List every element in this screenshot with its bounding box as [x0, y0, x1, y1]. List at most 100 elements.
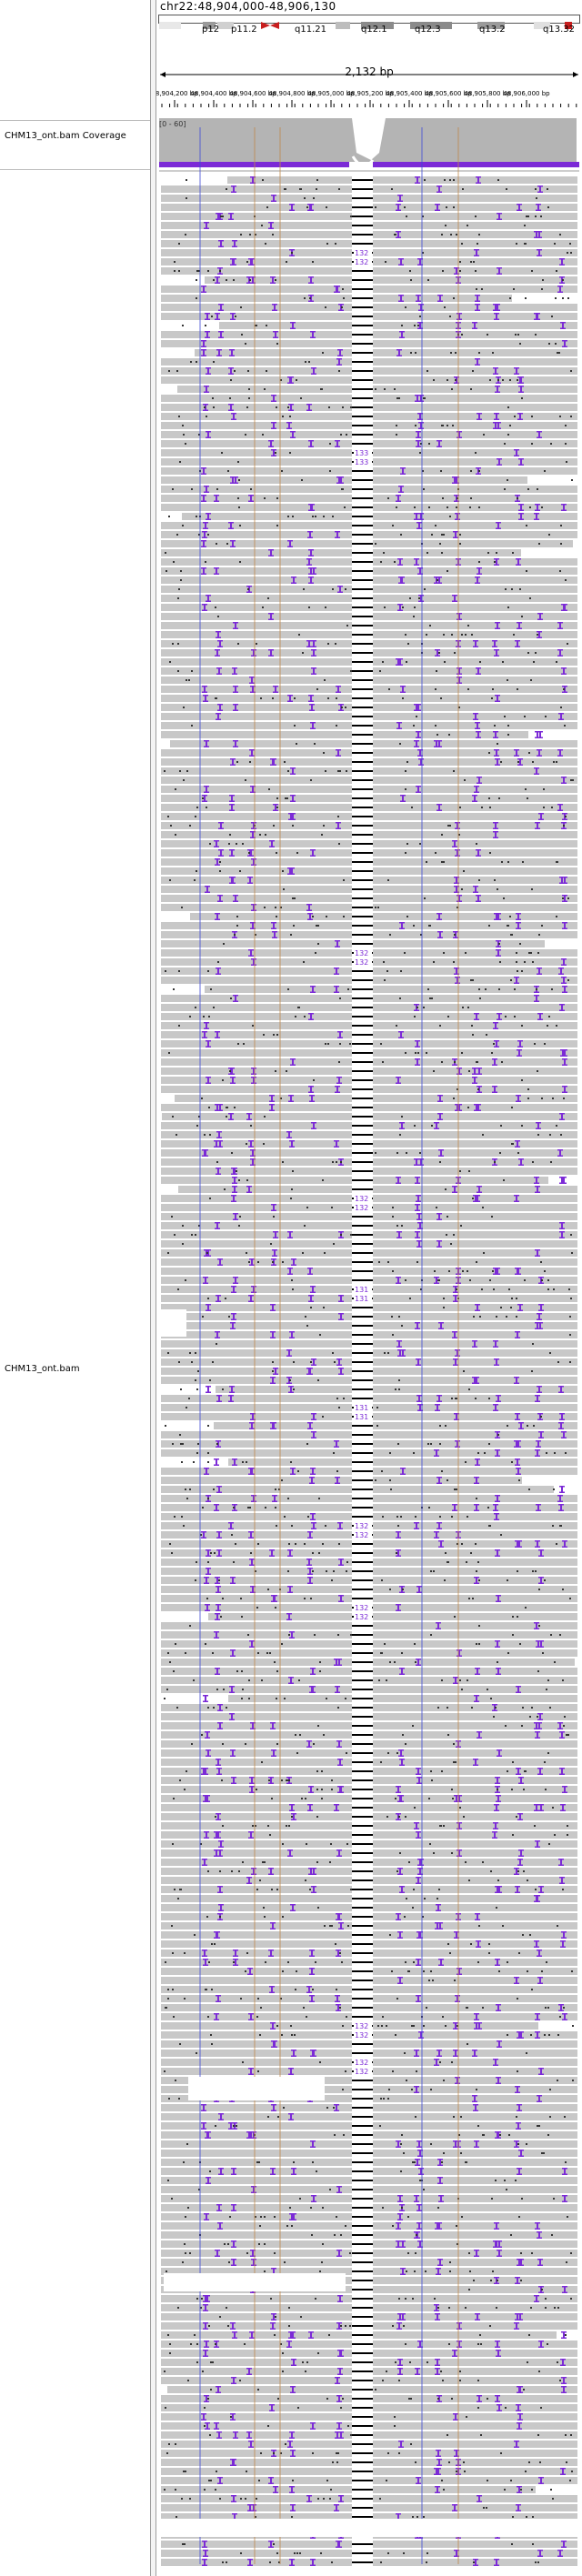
read-segment [161, 2004, 352, 2011]
insertion-cap [436, 1246, 442, 1248]
mismatch-dot [382, 1516, 384, 1518]
coverage-track-name[interactable]: CHM13_ont.bam Coverage [5, 131, 126, 141]
insertion-mark [397, 1177, 399, 1184]
insertion-mark [420, 304, 422, 311]
mismatch-dot [522, 1934, 524, 1936]
insertion-cap [516, 1691, 521, 1693]
insertion-cap [416, 1246, 422, 1248]
insertion-mark [253, 1868, 255, 1875]
insertion-mark [231, 1686, 233, 1693]
insertion-cap [286, 427, 292, 429]
mismatch-dot [387, 1261, 389, 1263]
mismatch-dot [276, 525, 278, 526]
mismatch-dot [269, 1834, 271, 1836]
deletion-line [352, 979, 373, 981]
mismatch-dot [450, 352, 452, 354]
read-segment [373, 1040, 577, 1047]
insertion-cap [452, 482, 457, 484]
insertion-cap [308, 295, 314, 296]
insertion-cap [537, 249, 542, 251]
panel-divider[interactable] [150, 0, 156, 2576]
mismatch-dot [427, 279, 429, 281]
mismatch-dot [442, 270, 444, 272]
mismatch-dot [266, 206, 268, 208]
mismatch-dot [456, 1488, 457, 1490]
mismatch-dot [307, 1516, 309, 1518]
insertion-cap [289, 1809, 295, 1811]
mismatch-dot [264, 1916, 266, 1918]
mismatch-dot [168, 370, 170, 372]
deletion-line [352, 1543, 373, 1545]
insertion-cap [474, 1482, 479, 1484]
insertion-mark [270, 649, 272, 657]
mismatch-dot [198, 1116, 200, 1118]
insertion-mark [216, 567, 217, 575]
mismatch-dot [319, 1661, 321, 1663]
read-segment [161, 1495, 352, 1502]
mismatch-dot [475, 270, 477, 272]
alignment-area[interactable]: 1321321331331321321321321311311311311321… [156, 0, 582, 2576]
insertion-cap [397, 1931, 403, 1933]
read-segment [161, 658, 352, 666]
insertion-cap [310, 1468, 316, 1469]
insertion-cap [415, 1064, 420, 1066]
read-segment [373, 1613, 577, 1620]
deletion-line [352, 634, 373, 636]
deletion-line [352, 216, 373, 217]
insertion-cap [215, 1337, 220, 1338]
insertion-mark [561, 1877, 563, 1884]
insertion-mark [252, 831, 254, 838]
insertion-cap [453, 937, 458, 938]
mismatch-dot [234, 1107, 236, 1108]
insertion-cap [475, 722, 480, 724]
insertion-mark [289, 376, 291, 384]
mismatch-dot [527, 1879, 528, 1881]
insertion-mark [517, 1140, 518, 1148]
read-segment [373, 476, 527, 484]
insertion-cap [215, 1619, 220, 1620]
mismatch-dot [402, 697, 404, 699]
insertion-cap [232, 1191, 237, 1193]
mismatch-dot [292, 1170, 294, 1172]
mismatch-dot [547, 1288, 549, 1290]
insertion-mark [207, 1077, 209, 1084]
mismatch-dot [430, 1443, 432, 1445]
mismatch-dot [431, 534, 433, 536]
insertion-mark [338, 1077, 340, 1084]
insertion-mark [495, 1822, 497, 1829]
read-segment [161, 1358, 352, 1366]
insertion-mark [417, 295, 419, 302]
insertion-cap [398, 1037, 404, 1038]
mismatch-dot [441, 834, 443, 836]
insertion-cap [497, 213, 502, 215]
insertion-cap [307, 913, 313, 915]
deletion-line [352, 197, 373, 199]
insertion-cap [272, 1249, 277, 1251]
insertion-cap [288, 1677, 294, 1679]
insertion-cap [272, 304, 277, 306]
mismatch-dot [432, 1980, 434, 1981]
read-row [161, 1313, 577, 1320]
insertion-cap [306, 646, 312, 647]
mismatch-dot [240, 1998, 242, 2000]
mismatch-dot [528, 752, 530, 754]
insertion-cap [206, 1249, 211, 1251]
mismatch-dot [556, 761, 557, 763]
alignment-track-name[interactable]: CHM13_ont.bam [5, 1364, 80, 1374]
read-segment [373, 1422, 577, 1429]
insertion-mark [234, 240, 236, 247]
insertion-mark [497, 1268, 498, 1275]
mismatch-dot [293, 1388, 295, 1390]
insertion-cap [536, 1509, 541, 1511]
read-segment [373, 1577, 577, 1584]
chromosome-ideogram[interactable] [158, 15, 580, 29]
read-segment [161, 849, 352, 857]
mismatch-dot [568, 1288, 570, 1290]
read-segment [373, 704, 577, 711]
mismatch-dot [487, 1507, 489, 1509]
read-segment [373, 1513, 577, 1520]
mismatch-dot [238, 506, 240, 508]
insertion-cap [269, 1986, 275, 1988]
insertion-mark [560, 1859, 562, 1866]
